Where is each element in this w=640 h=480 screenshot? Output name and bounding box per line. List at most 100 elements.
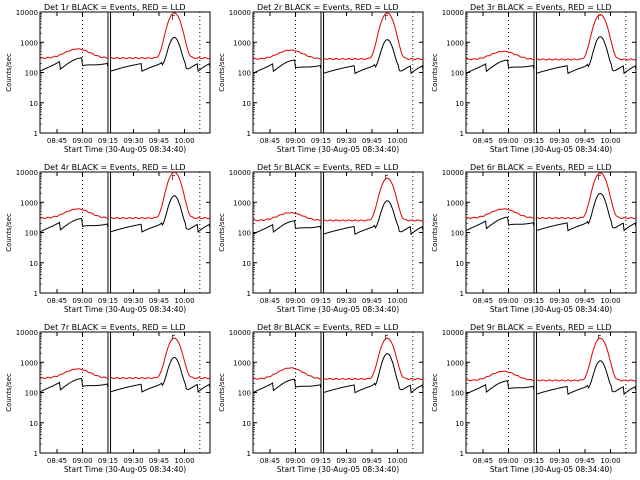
y-tick-label: 100	[25, 70, 38, 78]
y-tick-label: 10	[455, 420, 464, 428]
x-tick-label: 09:45	[149, 457, 169, 465]
x-tick-label: 09:15	[311, 137, 331, 145]
legend-glyph: ┌	[596, 331, 601, 341]
legend-glyph: ┌	[383, 331, 388, 341]
y-tick-label: 10000	[229, 169, 251, 177]
panel-det-5: Det 5r BLACK = Events, RED = LLD┌ 1 10 100 1…	[218, 163, 424, 314]
panel-det-7: Det 7r BLACK = Events, RED = LLD┌ 1 10 100 1…	[5, 323, 211, 474]
x-tick-label: 09:00	[285, 297, 305, 305]
y-tick-label: 100	[25, 230, 38, 238]
y-tick-label: 1000	[233, 39, 251, 47]
y-tick-label: 1000	[20, 39, 38, 47]
legend-glyph: ┌	[596, 171, 601, 181]
x-tick-label: 09:15	[524, 297, 544, 305]
x-tick-label: 09:00	[498, 297, 518, 305]
lld-curve	[465, 337, 637, 382]
legend-glyph: ┌	[170, 11, 175, 21]
y-tick-label: 100	[451, 390, 464, 398]
y-tick-label: 10	[29, 420, 38, 428]
y-tick-label: 10000	[16, 9, 38, 17]
y-tick-label: 100	[238, 390, 251, 398]
x-tick-label: 08:45	[260, 297, 280, 305]
x-tick-label: 08:45	[473, 137, 493, 145]
y-tick-label: 10000	[16, 329, 38, 337]
x-tick-label: 08:45	[47, 297, 67, 305]
lld-curve	[252, 12, 424, 61]
panel-title: Det 8r BLACK = Events, RED = LLD	[257, 323, 399, 332]
panel-det-9: Det 9r BLACK = Events, RED = LLD┌ 1 10 100 1…	[431, 323, 637, 474]
x-tick-label: 09:45	[362, 297, 382, 305]
y-tick-label: 10000	[442, 329, 464, 337]
panel-det-8: Det 8r BLACK = Events, RED = LLD┌ 1 10 100 1…	[218, 323, 424, 474]
x-tick-label: 09:30	[549, 297, 569, 305]
y-tick-label: 1	[460, 450, 464, 458]
panel-title: Det 5r BLACK = Events, RED = LLD	[257, 163, 399, 172]
x-axis-label: Start Time (30-Aug-05 08:34:40)	[64, 305, 186, 314]
x-tick-label: 09:30	[336, 457, 356, 465]
y-tick-label: 10	[29, 260, 38, 268]
x-tick-label: 09:00	[72, 457, 92, 465]
y-tick-label: 1000	[446, 39, 464, 47]
panel-title: Det 1r BLACK = Events, RED = LLD	[44, 3, 186, 12]
y-axis-label: Counts/sec	[218, 53, 226, 92]
x-tick-label: 10:00	[174, 137, 194, 145]
legend-glyph: ┌	[383, 171, 388, 181]
x-axis-label: Start Time (30-Aug-05 08:34:40)	[277, 465, 399, 474]
events-curve	[252, 353, 424, 394]
y-tick-label: 10000	[442, 9, 464, 17]
y-tick-label: 1000	[20, 359, 38, 367]
y-tick-label: 100	[451, 70, 464, 78]
x-tick-label: 09:30	[549, 137, 569, 145]
x-axis-label: Start Time (30-Aug-05 08:34:40)	[490, 145, 612, 154]
events-curve	[39, 195, 211, 233]
y-tick-label: 10000	[16, 169, 38, 177]
y-axis-label: Counts/sec	[5, 213, 13, 252]
lld-curve	[252, 337, 424, 381]
y-axis-label: Counts/sec	[431, 53, 439, 92]
x-tick-label: 08:45	[473, 297, 493, 305]
plot-frame	[252, 331, 424, 454]
y-tick-label: 10	[242, 260, 251, 268]
y-tick-label: 1	[460, 130, 464, 138]
y-tick-label: 1	[34, 290, 38, 298]
x-tick-label: 10:00	[174, 457, 194, 465]
y-tick-label: 10000	[442, 169, 464, 177]
x-tick-label: 09:00	[498, 137, 518, 145]
x-tick-label: 09:45	[362, 137, 382, 145]
x-tick-label: 08:45	[260, 137, 280, 145]
plot-frame	[252, 171, 424, 294]
x-tick-label: 09:15	[311, 297, 331, 305]
x-tick-label: 09:30	[336, 137, 356, 145]
plot-frame	[465, 11, 637, 134]
x-tick-label: 09:00	[72, 137, 92, 145]
events-curve	[39, 356, 211, 393]
x-tick-label: 09:30	[123, 297, 143, 305]
x-tick-label: 09:00	[72, 297, 92, 305]
y-tick-label: 1	[247, 130, 251, 138]
lld-curve	[39, 171, 211, 220]
x-tick-label: 09:45	[362, 457, 382, 465]
y-axis-label: Counts/sec	[218, 373, 226, 412]
y-tick-label: 1	[247, 290, 251, 298]
panel-title: Det 9r BLACK = Events, RED = LLD	[470, 323, 612, 332]
x-tick-label: 09:15	[524, 457, 544, 465]
x-tick-label: 09:45	[575, 457, 595, 465]
plot-frame	[252, 11, 424, 134]
panel-det-4: Det 4r BLACK = Events, RED = LLD┌ 1 10 100 1…	[5, 163, 211, 314]
x-tick-label: 10:00	[600, 457, 620, 465]
y-axis-label: Counts/sec	[431, 373, 439, 412]
x-tick-label: 08:45	[260, 457, 280, 465]
x-axis-label: Start Time (30-Aug-05 08:34:40)	[490, 305, 612, 314]
y-tick-label: 10	[455, 260, 464, 268]
events-curve	[465, 192, 637, 232]
x-tick-label: 09:45	[575, 297, 595, 305]
panel-det-3: Det 3r BLACK = Events, RED = LLD┌1101001…	[431, 3, 637, 154]
panel-det-2: Det 2r BLACK = Events, RED = LLD┌ 1 10 100 1…	[218, 3, 424, 154]
panel-title: Det 4r BLACK = Events, RED = LLD	[44, 163, 186, 172]
x-tick-label: 09:30	[123, 137, 143, 145]
panel-title: Det 6r BLACK = Events, RED = LLD	[470, 163, 612, 172]
y-tick-label: 10	[29, 100, 38, 108]
x-axis-label: Start Time (30-Aug-05 08:34:40)	[490, 465, 612, 474]
y-axis-label: Counts/sec	[431, 213, 439, 252]
legend-glyph: ┌	[170, 331, 175, 341]
